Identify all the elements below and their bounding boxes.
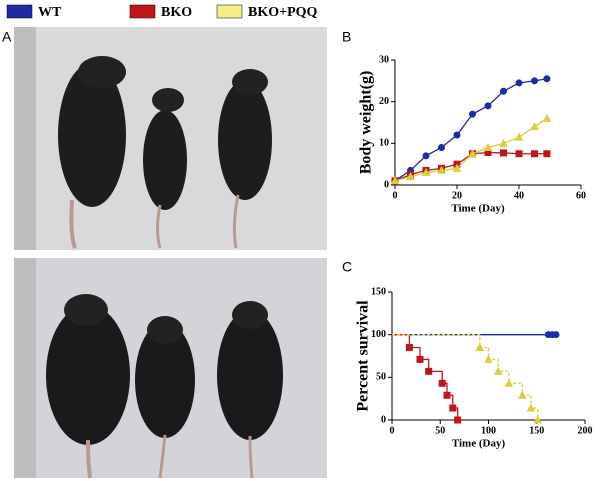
marker: [543, 150, 551, 158]
marker: [484, 354, 493, 363]
y-tick-label: 100: [371, 329, 386, 340]
panel-label: A: [2, 29, 12, 45]
marker: [530, 122, 539, 131]
series-line: [394, 78, 548, 182]
photo-bottom: [14, 258, 327, 479]
series-line: [394, 117, 548, 182]
marker: [425, 367, 433, 375]
marker: [421, 167, 431, 176]
legend-label: WT: [38, 5, 62, 20]
y-tick-label: 0: [384, 179, 389, 190]
y-axis-label: Percent survival: [355, 300, 372, 412]
marker: [416, 355, 424, 363]
legend-swatch: [6, 4, 33, 19]
marker: [405, 343, 413, 351]
marker: [504, 378, 514, 387]
y-tick-label: 150: [371, 286, 386, 297]
marker: [422, 152, 430, 160]
marker: [438, 144, 445, 151]
series-line: [392, 334, 459, 420]
marker: [453, 131, 461, 139]
y-tick-label: 0: [381, 414, 386, 425]
x-tick-label: 100: [481, 425, 496, 436]
marker: [484, 102, 492, 110]
x-tick-label: 60: [576, 190, 586, 201]
x-tick-label: 0: [393, 190, 398, 201]
marker: [449, 404, 457, 412]
marker: [517, 390, 527, 399]
marker: [515, 150, 523, 158]
marker: [452, 163, 462, 172]
panel-label: C: [342, 259, 352, 275]
marker: [526, 403, 536, 412]
marker: [500, 149, 507, 157]
marker: [493, 366, 503, 375]
x-tick-label: 200: [578, 425, 593, 436]
marker: [515, 79, 523, 87]
marker: [533, 415, 543, 424]
x-tick-label: 150: [529, 425, 544, 436]
marker: [438, 379, 446, 387]
panel-label: B: [342, 29, 351, 45]
marker: [542, 113, 552, 122]
x-tick-label: 0: [390, 425, 395, 436]
marker: [531, 150, 538, 158]
marker: [443, 391, 451, 399]
marker: [475, 342, 485, 351]
marker: [514, 132, 524, 141]
x-tick-label: 50: [435, 425, 445, 436]
y-axis-label: Body weight(g): [358, 71, 375, 175]
photo-top: [14, 27, 327, 250]
x-axis-label: Time (Day): [452, 438, 506, 450]
legend-swatch: [129, 4, 156, 19]
marker: [406, 172, 415, 181]
legend-swatch: [216, 4, 243, 19]
y-tick-label: 30: [379, 54, 389, 65]
marker: [469, 110, 476, 118]
x-axis-label: Time (Day): [451, 203, 505, 215]
y-tick-label: 10: [379, 138, 389, 149]
x-tick-label: 40: [514, 190, 524, 201]
marker: [468, 149, 477, 158]
marker: [483, 142, 493, 151]
y-tick-label: 50: [376, 372, 386, 383]
marker: [531, 77, 538, 85]
marker: [552, 331, 560, 339]
marker: [500, 87, 507, 95]
marker: [454, 416, 462, 424]
legend-label: BKO+PQQ: [248, 5, 318, 20]
x-tick-label: 20: [452, 190, 462, 201]
y-tick-label: 20: [379, 96, 389, 107]
marker: [390, 176, 400, 185]
marker: [437, 165, 446, 174]
marker: [499, 138, 508, 147]
legend-label: BKO: [161, 5, 192, 20]
marker: [543, 75, 551, 83]
